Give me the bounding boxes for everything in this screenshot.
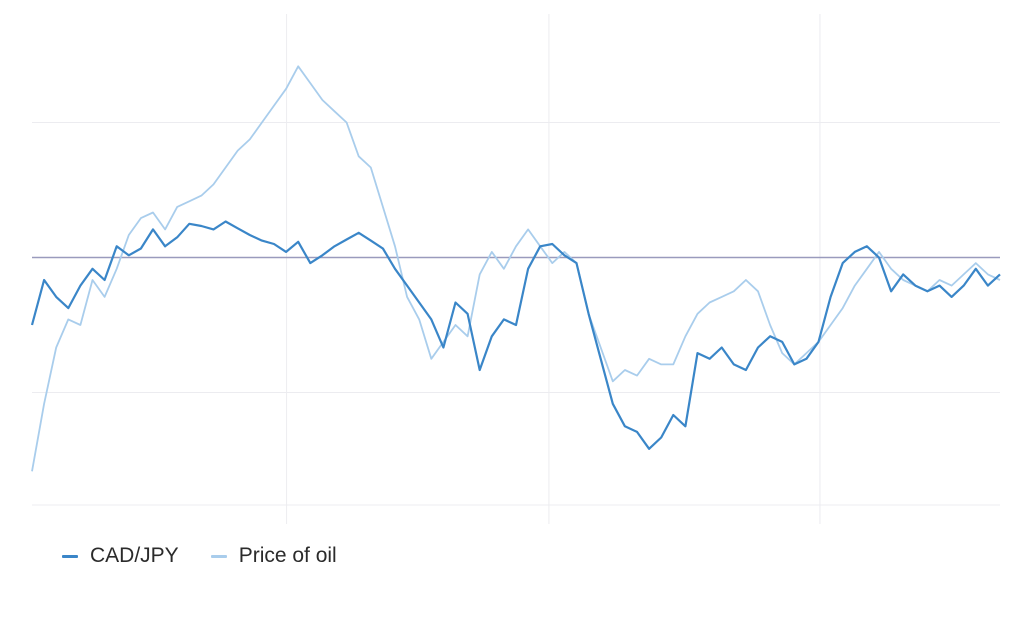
- legend-label-price-of-oil: Price of oil: [238, 544, 337, 567]
- legend-swatch-price-of-oil: [210, 554, 227, 558]
- series-line-cad-jpy: [30, 220, 1001, 450]
- legend-item-price-of-oil[interactable]: Price of oil: [210, 544, 337, 568]
- series-line-price-of-oil: [31, 65, 1001, 472]
- legend-swatch-cad-jpy: [62, 554, 78, 558]
- legend: CAD/JPY Price of oil: [62, 544, 369, 568]
- legend-item-cad-jpy[interactable]: CAD/JPY: [62, 544, 179, 568]
- legend-label-cad-jpy: CAD/JPY: [90, 544, 179, 567]
